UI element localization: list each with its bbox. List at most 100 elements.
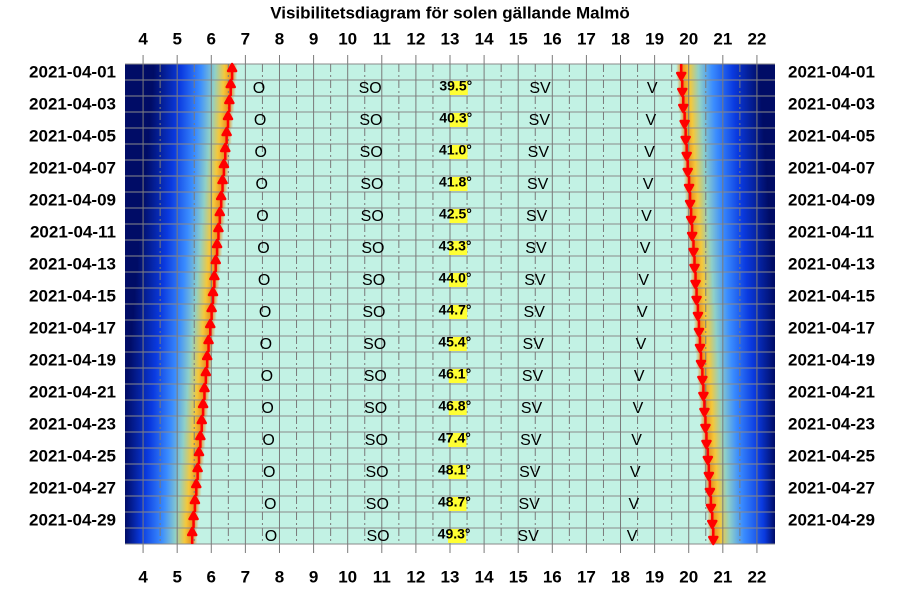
x-tick-label: 7 — [241, 567, 250, 586]
direction-label: O — [256, 176, 268, 193]
sunset-arrow — [697, 368, 708, 386]
sunrise-arrow — [220, 142, 231, 160]
direction-label: SO — [364, 400, 387, 417]
x-tick-label: 6 — [207, 29, 216, 48]
elevation-label: 43.3° — [439, 238, 472, 254]
sunset-arrow — [693, 320, 705, 338]
elevation-highlight — [449, 81, 468, 95]
x-tick-label: 18 — [611, 29, 630, 48]
date-label: 2021-04-29 — [29, 510, 116, 529]
date-label: 2021-04-05 — [788, 126, 875, 145]
x-tick-label: 17 — [577, 29, 596, 48]
elevation-highlight — [448, 433, 467, 447]
date-label: 2021-04-19 — [788, 350, 875, 369]
x-tick-label: 16 — [543, 29, 562, 48]
direction-label: SV — [527, 176, 549, 193]
elevation-label: 46.1° — [438, 366, 471, 382]
direction-label: O — [264, 496, 276, 513]
direction-label: O — [260, 336, 272, 353]
direction-label: O — [261, 400, 273, 417]
sunset-arrow — [704, 480, 716, 498]
sunset-arrow — [679, 112, 690, 130]
x-tick-label: 22 — [747, 567, 766, 586]
elevation-highlight — [449, 145, 468, 159]
elevation-highlight — [448, 401, 467, 415]
direction-label: SO — [366, 528, 389, 545]
date-label: 2021-04-09 — [29, 190, 116, 209]
elevation-highlight — [449, 305, 468, 319]
elevation-highlight — [449, 241, 468, 255]
direction-label: O — [263, 464, 275, 481]
direction-label: SO — [361, 208, 384, 225]
sunrise-arrow — [193, 446, 205, 464]
x-tick-label: 13 — [441, 567, 460, 586]
sunrise-arrow — [209, 270, 220, 288]
x-tick-label: 21 — [713, 29, 732, 48]
date-label: 2021-04-23 — [788, 414, 875, 433]
x-tick-label: 15 — [509, 567, 528, 586]
sunset-arrow — [689, 256, 700, 274]
elevation-label: 41.0° — [439, 142, 472, 158]
sunrise-arrow — [221, 126, 232, 144]
date-label: 2021-04-07 — [29, 158, 116, 177]
sunrise-arrow — [192, 462, 203, 480]
sunset-arrow — [675, 64, 687, 82]
chart-title: Visibilitetsdiagram för solen gällande M… — [270, 3, 630, 22]
date-label: 2021-04-11 — [788, 222, 874, 241]
x-tick-label: 19 — [645, 567, 664, 586]
elevation-label: 46.8° — [438, 398, 471, 414]
date-label: 2021-04-01 — [29, 62, 116, 81]
date-label: 2021-04-21 — [788, 382, 875, 401]
sunset-arrow — [680, 128, 691, 146]
elevation-label: 44.0° — [439, 270, 472, 286]
sunrise-arrow — [201, 350, 213, 368]
direction-label: SO — [359, 112, 382, 129]
direction-label: SV — [529, 112, 551, 129]
direction-label: SO — [365, 464, 388, 481]
direction-label: SV — [524, 304, 546, 321]
direction-label: SV — [517, 528, 539, 545]
x-tick-label: 11 — [373, 29, 391, 48]
sunrise-arrow — [203, 334, 214, 352]
elevation-highlight — [448, 369, 467, 383]
direction-label: SO — [363, 336, 386, 353]
elevation-highlight — [449, 209, 468, 223]
date-label: 2021-04-11 — [30, 222, 116, 241]
date-label: 2021-04-03 — [788, 94, 875, 113]
sunrise-arrow — [205, 318, 216, 336]
sunrise-arrow — [197, 398, 209, 416]
date-label: 2021-04-25 — [29, 446, 116, 465]
sunrise-arrow — [222, 110, 234, 128]
date-label: 2021-04-09 — [788, 190, 875, 209]
date-label: 2021-04-13 — [788, 254, 875, 273]
direction-label: SV — [524, 272, 546, 289]
direction-label: O — [265, 528, 277, 545]
date-label: 2021-04-15 — [788, 286, 875, 305]
direction-label: SV — [521, 400, 543, 417]
direction-label: V — [640, 240, 651, 257]
date-label: 2021-04-13 — [29, 254, 116, 273]
direction-label: V — [631, 432, 642, 449]
direction-label: O — [255, 144, 267, 161]
sunset-arrow — [694, 336, 706, 354]
x-tick-label: 12 — [406, 29, 425, 48]
sunrise-arrow — [210, 254, 221, 272]
x-tick-label: 19 — [645, 29, 664, 48]
elevation-label: 48.7° — [438, 494, 471, 510]
x-tick-label: 21 — [713, 567, 732, 586]
direction-label: O — [254, 112, 266, 129]
direction-label: SO — [365, 432, 388, 449]
sunrise-arrow — [186, 526, 198, 544]
direction-label: O — [257, 240, 269, 257]
date-label: 2021-04-19 — [29, 350, 116, 369]
date-label: 2021-04-05 — [29, 126, 116, 145]
x-tick-label: 15 — [509, 29, 528, 48]
sunrise-arrow — [188, 510, 199, 528]
direction-label: V — [637, 304, 648, 321]
x-tick-label: 10 — [338, 567, 357, 586]
elevation-highlight — [448, 337, 467, 351]
direction-label: SV — [525, 240, 547, 257]
x-tick-label: 4 — [138, 567, 148, 586]
sunrise-arrow — [213, 222, 224, 240]
direction-label: O — [253, 80, 265, 97]
